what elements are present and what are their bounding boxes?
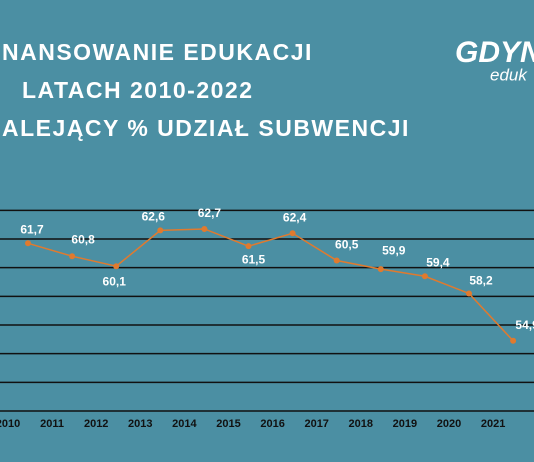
point: [466, 290, 472, 297]
x-tick-label: 2012: [84, 418, 108, 430]
x-tick-label: 2013: [128, 418, 152, 430]
value-label: 62,4: [283, 210, 307, 224]
value-label: 60,8: [71, 232, 95, 246]
x-tick-label: 2019: [393, 418, 417, 430]
value-label: 60,1: [103, 274, 127, 288]
x-tick-label: 2011: [40, 418, 64, 430]
x-tick-label: 2018: [349, 418, 373, 430]
chart-title: ALEJĄCY % UDZIAŁ SUBWENCJI: [2, 115, 410, 141]
point: [201, 225, 208, 232]
value-label: 61,7: [20, 222, 44, 236]
logo: GDYN: [455, 36, 534, 69]
point: [113, 263, 120, 270]
value-label: 59,9: [382, 243, 406, 257]
value-label: 60,5: [335, 238, 359, 252]
chart-title: NANSOWANIE EDUKACJI: [2, 39, 313, 65]
value-label: 62,7: [198, 206, 222, 220]
point: [510, 337, 517, 344]
x-tick-label: 2015: [216, 418, 240, 430]
point: [289, 230, 296, 237]
value-label: 54,9: [515, 318, 534, 332]
point: [421, 273, 428, 280]
chart-title: LATACH 2010-2022: [22, 77, 254, 103]
x-tick-label: 2020: [437, 418, 461, 430]
x-tick-label: 2021: [481, 418, 505, 430]
x-tick-label: 2017: [304, 418, 328, 430]
point: [69, 253, 76, 260]
x-tick-label: 2014: [172, 418, 197, 430]
point: [157, 227, 164, 234]
value-label: 58,2: [469, 274, 493, 288]
line: [27, 228, 514, 342]
point: [377, 266, 384, 273]
x-tick-label: 2010: [0, 418, 20, 430]
point: [333, 257, 340, 264]
logo-sub: eduk: [490, 65, 528, 84]
value-label: 61,5: [242, 252, 266, 266]
point: [245, 243, 252, 250]
value-label: 59,4: [426, 255, 450, 269]
value-label: 62,6: [142, 210, 166, 224]
point: [25, 240, 31, 247]
x-tick-label: 2016: [260, 418, 284, 430]
